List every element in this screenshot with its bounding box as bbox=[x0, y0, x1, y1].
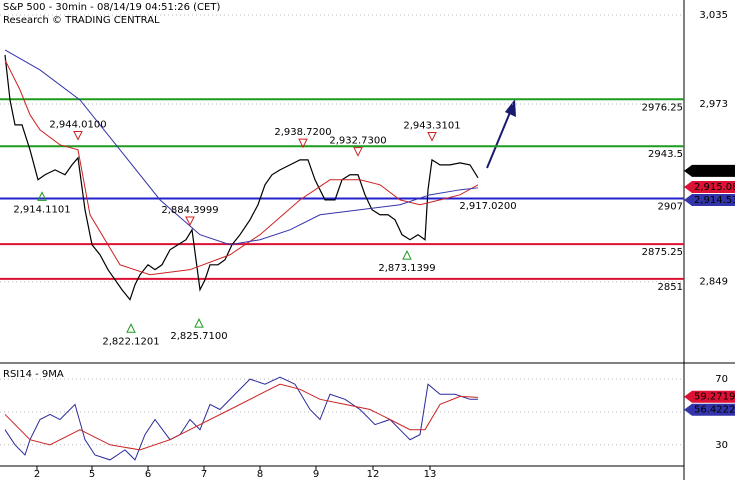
peak-marker bbox=[298, 138, 308, 149]
rsi-title: RSI14 - 9MA bbox=[3, 369, 64, 380]
annotation-label: 2,938.7200 bbox=[274, 127, 331, 138]
price-tag bbox=[684, 180, 735, 193]
level-label: 2943.5 bbox=[648, 149, 683, 160]
price-tag bbox=[684, 403, 735, 416]
y-tick-label: 30 bbox=[715, 440, 728, 451]
x-tick-label: 7 bbox=[201, 469, 207, 480]
series-line bbox=[4, 376, 478, 461]
trough-marker bbox=[194, 317, 204, 328]
level-label: 2907 bbox=[658, 202, 683, 213]
forecast-arrow bbox=[486, 99, 516, 169]
price-tag-label: 2,915.08 bbox=[694, 182, 735, 193]
price-tag-label: 2,926.32 bbox=[694, 166, 735, 177]
level-label: 2976.25 bbox=[642, 102, 683, 113]
peak-marker bbox=[353, 147, 363, 157]
price-tag-label: 56.4222 bbox=[694, 405, 735, 416]
price-tag bbox=[684, 390, 735, 403]
y-tick-label: 2,849 bbox=[699, 277, 728, 288]
annotation-label: 2,932.7300 bbox=[329, 136, 386, 147]
x-tick-label: 13 bbox=[424, 469, 437, 480]
x-tick-label: 5 bbox=[89, 469, 95, 480]
y-tick-label: 3,035 bbox=[699, 10, 728, 21]
level-label: 2851 bbox=[658, 282, 683, 293]
y-tick-label: 70 bbox=[715, 374, 728, 385]
price-tag-label: 2,914.53 bbox=[694, 195, 735, 206]
price-tag bbox=[684, 164, 735, 177]
series-line bbox=[4, 383, 479, 451]
series-line bbox=[4, 59, 479, 276]
x-tick-label: 6 bbox=[145, 469, 151, 480]
annotation-label: 2,917.0200 bbox=[459, 201, 516, 212]
annotation-label: 2,873.1399 bbox=[378, 263, 435, 274]
series-line bbox=[4, 49, 479, 246]
peak-marker bbox=[185, 216, 195, 227]
annotation-label: 2,884.3999 bbox=[161, 205, 218, 216]
annotation-label: 2,944.0100 bbox=[49, 120, 106, 131]
chart-title: S&P 500 - 30min - 08/14/19 04:51:26 (CET… bbox=[3, 2, 220, 13]
peak-marker bbox=[73, 131, 83, 141]
trough-marker bbox=[402, 249, 412, 260]
annotation-label: 2,825.7100 bbox=[170, 331, 227, 342]
y-tick-label: 2,973 bbox=[699, 99, 728, 110]
level-label: 2875.25 bbox=[642, 247, 683, 258]
annotation-label: 2,822.1201 bbox=[102, 336, 159, 347]
x-tick-label: 2 bbox=[34, 469, 40, 480]
trough-marker bbox=[37, 191, 47, 201]
peak-marker bbox=[427, 132, 437, 142]
trough-marker bbox=[126, 323, 136, 333]
price-tag bbox=[684, 193, 735, 206]
annotation-label: 2,914.1101 bbox=[13, 204, 70, 215]
x-tick-label: 8 bbox=[257, 469, 263, 480]
chart-subtitle: Research © TRADING CENTRAL bbox=[3, 15, 160, 26]
x-tick-label: 12 bbox=[367, 469, 380, 480]
price-tag-label: 59.2719 bbox=[694, 392, 735, 403]
annotation-label: 2,943.3101 bbox=[403, 121, 460, 132]
x-tick-label: 9 bbox=[313, 469, 319, 480]
